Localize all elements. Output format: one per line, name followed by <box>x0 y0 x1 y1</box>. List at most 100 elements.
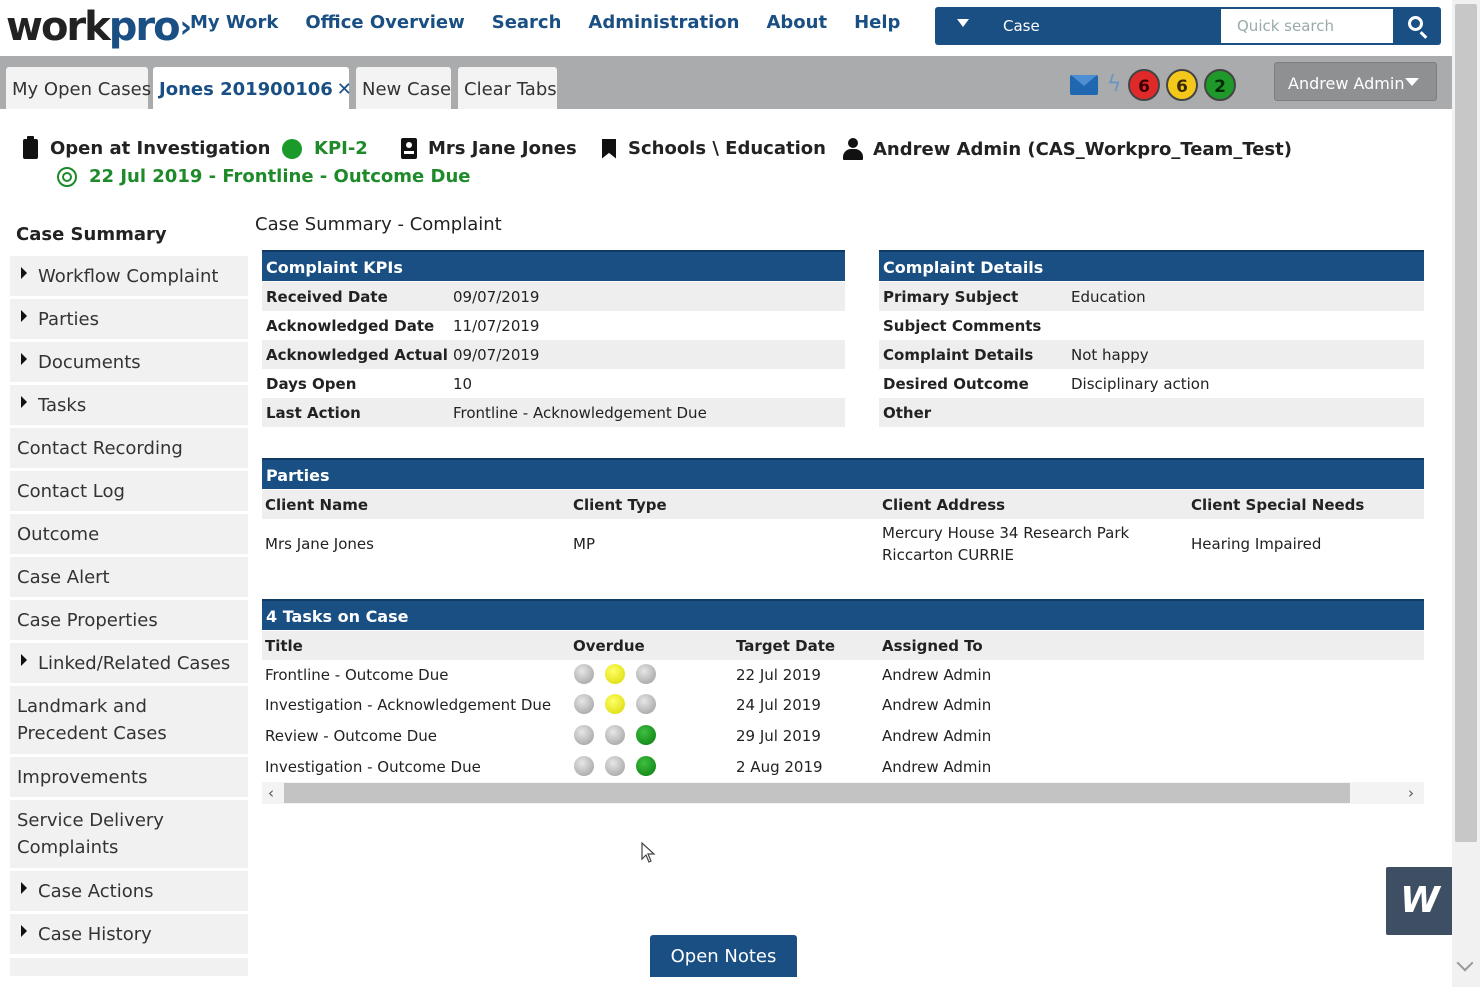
sidebar-item-label: Parties <box>38 308 99 330</box>
sidebar-item-documents[interactable]: Documents <box>10 342 248 382</box>
search-button[interactable] <box>1393 7 1441 45</box>
open-notes-button[interactable]: Open Notes <box>650 935 797 977</box>
client-address-line2: Riccarton CURRIE <box>882 546 1014 564</box>
nav-about[interactable]: About <box>766 12 828 33</box>
sidebar-item-label: Contact Log <box>17 480 125 502</box>
sidebar-item-linked-cases[interactable]: Linked/Related Cases <box>10 643 248 683</box>
kpi-row: Acknowledged Actual 09/07/2019 <box>262 340 845 369</box>
sidebar-item-outcome[interactable]: Outcome <box>10 514 248 554</box>
sidebar-item-case-history[interactable]: Case History <box>10 914 248 954</box>
scrollbar-thumb[interactable] <box>1455 4 1477 842</box>
scroll-left-icon[interactable]: ‹ <box>268 784 274 802</box>
sidebar-item-contact-recording[interactable]: Contact Recording <box>10 428 248 468</box>
sidebar-item-label: Workflow Complaint <box>38 265 219 287</box>
close-tab-icon[interactable]: ✕ <box>336 79 352 100</box>
parties-header-row: Client Name Client Type Client Address C… <box>262 490 1424 519</box>
tab-strip: My Open Cases Jones 201900106 ✕ New Case … <box>0 56 1452 109</box>
amber-alert-badge[interactable]: 6 <box>1166 69 1198 101</box>
kpi-value: 09/07/2019 <box>453 345 540 364</box>
sidebar-item-service-delivery[interactable]: Service Delivery Complaints <box>10 800 248 868</box>
horizontal-scrollbar[interactable]: ‹ › <box>262 782 1424 804</box>
tasks-panel-heading: 4 Tasks on Case <box>262 599 1424 630</box>
tab-new-case[interactable]: New Case <box>356 67 451 109</box>
kpi-value: 10 <box>453 374 473 393</box>
column-header[interactable]: Overdue <box>573 636 645 655</box>
scrollbar-thumb[interactable] <box>284 783 1350 803</box>
nav-search[interactable]: Search <box>491 12 562 33</box>
scroll-right-icon[interactable]: › <box>1408 784 1414 802</box>
lightning-icon[interactable]: ϟ <box>1107 72 1122 97</box>
task-title[interactable]: Frontline - Outcome Due <box>265 666 449 684</box>
case-due-text: 22 Jul 2019 - Frontline - Outcome Due <box>89 166 471 187</box>
kpi-label: Acknowledged Actual <box>266 345 448 364</box>
detail-row: Complaint Details Not happy <box>879 340 1424 369</box>
case-kpi-text: KPI-2 <box>314 138 368 159</box>
column-header[interactable]: Target Date <box>736 636 836 655</box>
nav-office-overview[interactable]: Office Overview <box>305 12 465 33</box>
task-title[interactable]: Investigation - Acknowledgement Due <box>265 696 552 714</box>
client-name[interactable]: Mrs Jane Jones <box>265 535 374 553</box>
column-header[interactable]: Client Special Needs <box>1191 495 1365 514</box>
red-alert-badge[interactable]: 6 <box>1128 69 1160 101</box>
scroll-down-icon[interactable] <box>1456 954 1474 972</box>
sidebar-item-label: Case History <box>38 923 152 945</box>
quick-search-bar: Case <box>935 7 1441 45</box>
table-row[interactable]: Mrs Jane Jones MP Mercury House 34 Resea… <box>262 521 1424 569</box>
sidebar-item-case-actions[interactable]: Case Actions <box>10 871 248 911</box>
client-address-line1: Mercury House 34 Research Park <box>882 524 1130 542</box>
sidebar-item-contact-log[interactable]: Contact Log <box>10 471 248 511</box>
overdue-grey-light-icon <box>574 694 594 714</box>
table-row[interactable]: Investigation - Acknowledgement Due 24 Ju… <box>262 690 1424 720</box>
tab-my-open-cases[interactable]: My Open Cases <box>6 67 151 109</box>
kpi-row: Last Action Frontline - Acknowledgement D… <box>262 398 845 427</box>
table-row[interactable]: Investigation - Outcome Due 2 Aug 2019 And… <box>262 752 1424 782</box>
logo-chevron: › <box>179 9 192 45</box>
column-header[interactable]: Client Address <box>882 495 1006 514</box>
sidebar-item-case-properties[interactable]: Case Properties <box>10 600 248 640</box>
sidebar-item-improvements[interactable]: Improvements <box>10 757 248 797</box>
tab-label: New Case <box>362 79 452 100</box>
nav-my-work[interactable]: My Work <box>190 12 279 33</box>
case-category: Schools \ Education <box>602 138 826 159</box>
column-header[interactable]: Client Type <box>573 495 667 514</box>
column-header[interactable]: Assigned To <box>882 636 983 655</box>
kpi-label: Received Date <box>266 287 388 306</box>
column-header[interactable]: Client Name <box>265 495 369 514</box>
table-row[interactable]: Review - Outcome Due 29 Jul 2019 Andrew Ad… <box>262 721 1424 751</box>
workpro-logo[interactable]: work pro › <box>6 4 192 50</box>
quick-search-input[interactable] <box>1221 9 1393 43</box>
sidebar-item-case-alert[interactable]: Case Alert <box>10 557 248 597</box>
sidebar-item-parties[interactable]: Parties <box>10 299 248 339</box>
detail-row: Desired Outcome Disciplinary action <box>879 369 1424 398</box>
nav-administration[interactable]: Administration <box>588 12 740 33</box>
table-row[interactable]: Frontline - Outcome Due 22 Jul 2019 Andrew… <box>262 660 1424 690</box>
task-title[interactable]: Investigation - Outcome Due <box>265 758 481 776</box>
case-client[interactable]: Mrs Jane Jones <box>401 138 577 159</box>
workpro-corner-badge[interactable]: W <box>1386 867 1454 935</box>
kpi-label: Acknowledged Date <box>266 316 435 335</box>
target-icon <box>57 166 77 187</box>
caret-right-icon <box>21 353 27 365</box>
user-menu-button[interactable]: Andrew Admin <box>1274 62 1437 101</box>
sidebar-item-partial[interactable] <box>10 958 248 976</box>
client-type: MP <box>573 535 595 553</box>
logo-text-work: work <box>6 4 111 50</box>
green-alert-badge[interactable]: 2 <box>1204 69 1236 101</box>
task-assigned-to: Andrew Admin <box>882 758 992 776</box>
column-header[interactable]: Title <box>265 636 303 655</box>
sidebar-item-workflow-complaint[interactable]: Workflow Complaint <box>10 256 248 296</box>
search-type-caret-icon[interactable] <box>957 19 969 27</box>
sidebar-title[interactable]: Case Summary <box>16 224 167 245</box>
tab-label: Clear Tabs <box>464 79 557 100</box>
sidebar-item-tasks[interactable]: Tasks <box>10 385 248 425</box>
caret-right-icon <box>21 654 27 666</box>
detail-label: Subject Comments <box>883 316 1042 335</box>
tab-case-jones[interactable]: Jones 201900106 ✕ <box>153 67 352 109</box>
vertical-scrollbar[interactable] <box>1452 0 1480 987</box>
mail-icon[interactable] <box>1070 75 1098 95</box>
nav-help[interactable]: Help <box>854 12 901 33</box>
search-type-selector[interactable]: Case <box>1003 17 1040 35</box>
tab-clear-tabs[interactable]: Clear Tabs <box>458 67 557 109</box>
task-title[interactable]: Review - Outcome Due <box>265 727 437 745</box>
sidebar-item-landmark-cases[interactable]: Landmark and Precedent Cases <box>10 686 248 754</box>
